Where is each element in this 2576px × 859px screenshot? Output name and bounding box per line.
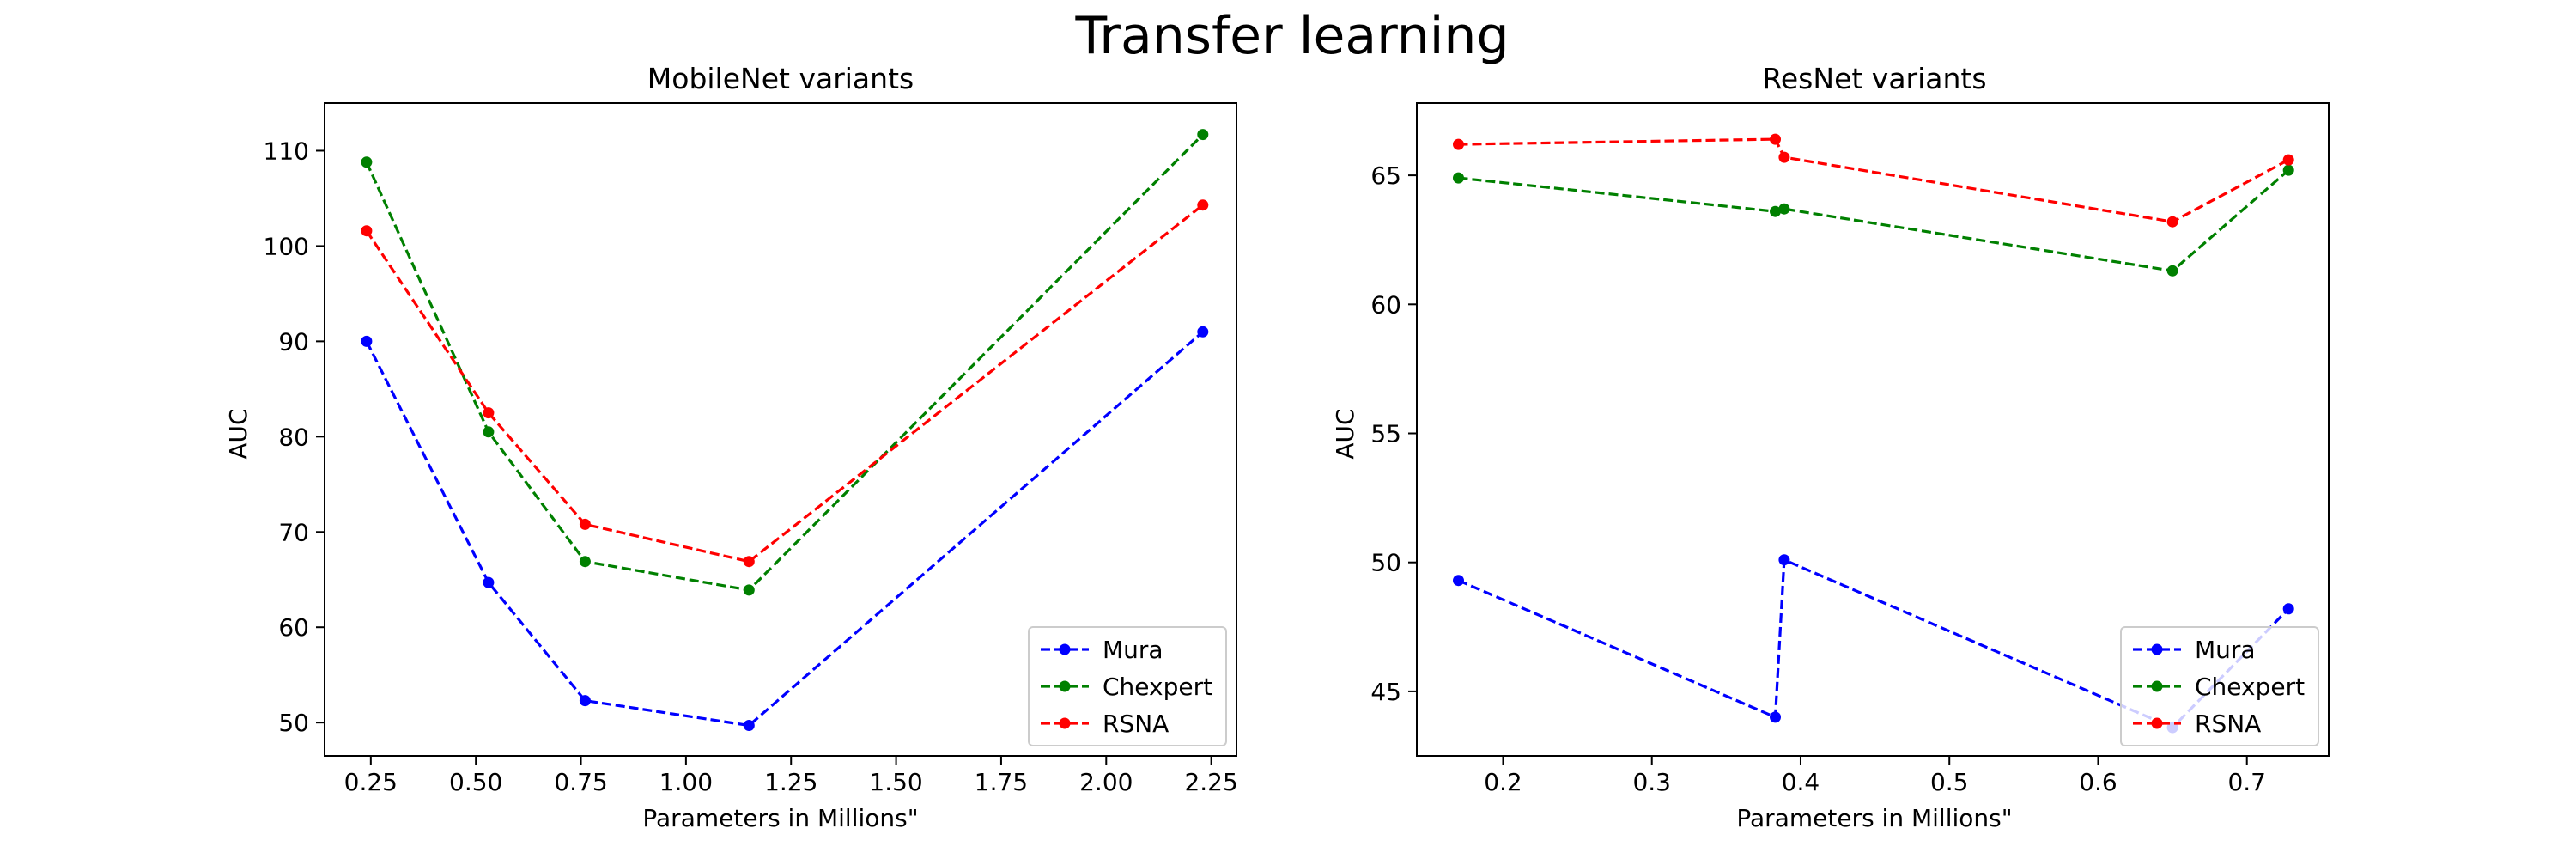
y-tick-label: 60	[1370, 290, 1401, 319]
y-tick-label: 50	[278, 709, 309, 737]
x-tick-label: 0.6	[2079, 768, 2117, 796]
data-point-rsna	[361, 225, 373, 237]
legend-marker-rsna	[2151, 717, 2163, 729]
series-line-mura	[365, 331, 1204, 728]
y-tick-label: 80	[278, 423, 309, 451]
data-point-rsna	[1770, 133, 1781, 145]
data-point-mura	[2282, 603, 2294, 615]
x-tick-label: 1.25	[764, 768, 817, 796]
axes-frame	[1416, 102, 2330, 757]
y-tick-label: 90	[278, 327, 309, 356]
x-tick-label: 1.00	[659, 768, 713, 796]
figure-title: Transfer learning	[1074, 6, 1509, 66]
y-tick-label: 110	[264, 137, 309, 165]
legend-label-mura: Mura	[2195, 636, 2256, 664]
data-point-chexpert	[1197, 129, 1209, 141]
axes-frame	[324, 102, 1237, 757]
data-point-chexpert	[1453, 172, 1464, 184]
legend-marker-mura	[1059, 643, 1071, 655]
x-tick-label: 0.50	[449, 768, 502, 796]
y-tick-label: 65	[1370, 161, 1401, 190]
x-tick-label: 1.75	[975, 768, 1028, 796]
series-line-chexpert	[1458, 168, 2290, 272]
chart-title: ResNet variants	[1762, 62, 1986, 95]
series-line-chexpert	[365, 133, 1204, 592]
x-tick-label: 0.5	[1930, 768, 1969, 796]
data-point-chexpert	[2282, 164, 2294, 176]
data-point-chexpert	[2166, 265, 2178, 277]
y-tick-label: 100	[264, 232, 309, 260]
x-tick-label: 1.50	[869, 768, 922, 796]
legend: Mura Chexpert RSNA	[1028, 626, 1227, 746]
y-tick-label: 60	[278, 613, 309, 642]
data-point-chexpert	[1770, 205, 1781, 217]
data-point-mura	[579, 695, 591, 707]
x-axis-label: Parameters in Millions"	[1736, 804, 2012, 832]
legend-label-rsna: RSNA	[2195, 710, 2261, 738]
y-tick-label: 45	[1370, 678, 1401, 706]
data-point-mura	[1778, 554, 1790, 566]
legend: Mura Chexpert RSNA	[2120, 626, 2319, 746]
y-tick-label: 50	[1370, 549, 1401, 577]
series-line-rsna	[1458, 137, 2289, 223]
data-point-rsna	[743, 556, 755, 568]
legend-marker-rsna	[1059, 717, 1071, 729]
legend-marker-chexpert	[2151, 680, 2163, 692]
data-point-rsna	[1778, 151, 1790, 163]
data-point-chexpert	[1778, 203, 1790, 215]
data-point-mura	[483, 576, 495, 588]
y-tick-label: 70	[278, 518, 309, 546]
x-axis-label: Parameters in Millions"	[642, 804, 918, 832]
x-tick-label: 2.00	[1079, 768, 1133, 796]
data-point-mura	[1197, 326, 1209, 338]
data-point-rsna	[579, 518, 591, 530]
x-tick-label: 0.4	[1782, 768, 1820, 796]
y-axis-label: AUC	[1331, 408, 1359, 459]
data-point-mura	[743, 720, 755, 731]
legend-label-mura: Mura	[1103, 636, 1163, 664]
x-tick-label: 0.7	[2227, 768, 2266, 796]
x-tick-label: 0.2	[1484, 768, 1522, 796]
x-tick-label: 0.3	[1632, 768, 1671, 796]
data-point-chexpert	[743, 584, 755, 596]
data-point-rsna	[2282, 154, 2294, 166]
y-tick-label: 55	[1370, 420, 1401, 448]
chart-panel-mobilenet: MobileNet variants Parameters in Million…	[224, 62, 1238, 832]
data-point-chexpert	[361, 156, 373, 168]
data-point-chexpert	[483, 426, 495, 438]
data-point-rsna	[483, 407, 495, 419]
legend-label-chexpert: Chexpert	[1103, 673, 1212, 701]
legend-label-rsna: RSNA	[1103, 710, 1169, 738]
legend-label-chexpert: Chexpert	[2195, 673, 2305, 701]
legend-box	[2120, 626, 2319, 746]
data-point-rsna	[1197, 199, 1209, 211]
chart-panel-resnet: ResNet variants Parameters in Millions" …	[1331, 62, 2330, 832]
data-point-mura	[1770, 711, 1781, 723]
data-point-mura	[361, 335, 373, 347]
data-point-chexpert	[579, 556, 591, 568]
x-tick-label: 0.75	[554, 768, 607, 796]
y-axis-label: AUC	[224, 408, 252, 459]
legend-box	[1028, 626, 1227, 746]
data-point-mura	[1453, 575, 1464, 587]
x-tick-label: 2.25	[1184, 768, 1237, 796]
legend-marker-chexpert	[1059, 680, 1071, 692]
chart-title: MobileNet variants	[647, 62, 914, 95]
data-point-rsna	[2166, 216, 2178, 228]
x-tick-label: 0.25	[344, 768, 398, 796]
legend-marker-mura	[2151, 643, 2163, 655]
data-point-rsna	[1453, 138, 1464, 150]
